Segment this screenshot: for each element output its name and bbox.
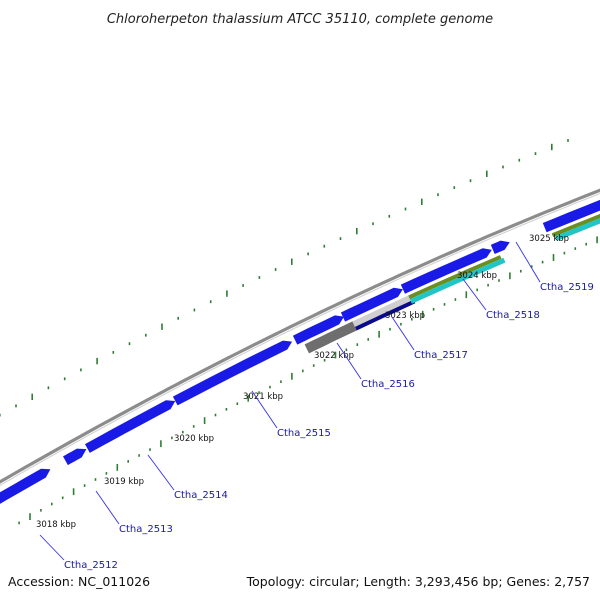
kbp-label: 3023 kbp bbox=[385, 311, 425, 321]
gene-leader-line bbox=[251, 390, 278, 429]
kbp-label: 3020 kbp bbox=[174, 434, 214, 444]
backbone-ring-inner bbox=[0, 192, 600, 487]
gene-label-link[interactable]: Ctha_2517 bbox=[414, 350, 468, 361]
gene-arrow-ctha-2516[interactable] bbox=[292, 315, 344, 345]
feature-dark-gray[interactable] bbox=[304, 321, 357, 354]
gene-arrow-ctha-2519[interactable] bbox=[490, 240, 510, 254]
kbp-tick-marks bbox=[0, 139, 598, 525]
gene-leader-line bbox=[515, 241, 541, 283]
kbp-label: 3021 kbp bbox=[243, 392, 283, 402]
genome-backbone bbox=[0, 188, 600, 487]
backbone-ring-outer bbox=[0, 188, 600, 484]
genome-summary-text: Topology: circular; Length: 3,293,456 bp… bbox=[246, 574, 590, 589]
accession-text: Accession: NC_011026 bbox=[8, 574, 150, 589]
gene-label-link[interactable]: Ctha_2515 bbox=[277, 428, 331, 439]
gene-label-link[interactable]: Ctha_2519 bbox=[540, 282, 594, 293]
map-title: Chloroherpeton thalassium ATCC 35110, co… bbox=[107, 12, 493, 27]
kbp-label: 3024 kbp bbox=[457, 271, 497, 281]
gene-leader-line bbox=[391, 316, 415, 351]
gene-arrow-ctha-2512[interactable] bbox=[0, 468, 51, 506]
feature-light-gray[interactable] bbox=[352, 295, 411, 327]
kbp-label: 3019 kbp bbox=[104, 477, 144, 487]
feature-navy[interactable] bbox=[355, 299, 416, 331]
gene-arrow-ctha-2518[interactable] bbox=[400, 248, 492, 294]
gene-arrow-ctha-2520[interactable] bbox=[542, 192, 600, 233]
gene-labels: Ctha_2512 Ctha_2513 Ctha_2514 Ctha_2515 Ctha… bbox=[39, 241, 594, 571]
gene-label-link[interactable]: Ctha_2518 bbox=[486, 310, 540, 321]
kbp-label: 3022 kbp bbox=[314, 351, 354, 361]
gene-label-link[interactable]: Ctha_2513 bbox=[119, 524, 173, 535]
gene-arrow-ctha-2515[interactable] bbox=[172, 340, 293, 406]
gene-arrow-ctha-2513[interactable] bbox=[63, 448, 87, 466]
gene-arrow-ctha-2517[interactable] bbox=[340, 287, 403, 322]
gene-leader-line bbox=[462, 278, 487, 311]
feature-olive[interactable] bbox=[408, 255, 502, 300]
gene-arrow-ctha-2514[interactable] bbox=[85, 400, 176, 453]
feature-cyan-right[interactable] bbox=[555, 208, 600, 241]
gene-label-link[interactable]: Ctha_2514 bbox=[174, 490, 228, 501]
feature-cyan[interactable] bbox=[409, 257, 506, 304]
kbp-label: 3025 kbp bbox=[529, 234, 569, 244]
kbp-labels: 3018 kbp 3019 kbp 3020 kbp 3021 kbp 3022 kbp… bbox=[36, 234, 569, 530]
gene-label-link[interactable]: Ctha_2516 bbox=[361, 379, 415, 390]
gene-label-link[interactable]: Ctha_2512 bbox=[64, 560, 118, 571]
gene-features bbox=[0, 192, 600, 506]
kbp-label: 3018 kbp bbox=[36, 520, 76, 530]
gene-leader-line bbox=[95, 490, 120, 525]
gene-leader-line bbox=[336, 342, 362, 380]
gene-leader-line bbox=[39, 534, 65, 561]
feature-olive-right[interactable] bbox=[551, 204, 600, 238]
gene-leader-line bbox=[147, 454, 175, 491]
